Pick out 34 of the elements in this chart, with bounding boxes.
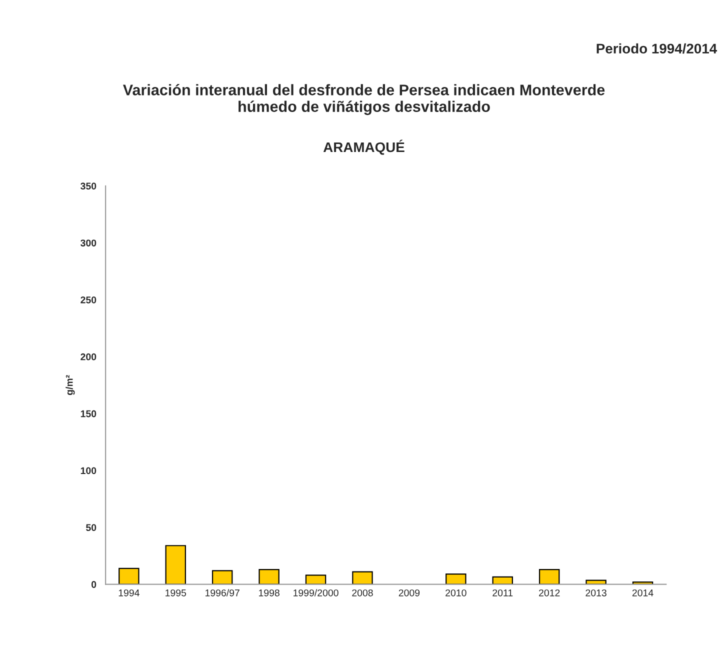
x-tick-label: 2008 (352, 589, 373, 596)
y-tick-label: 0 (92, 581, 96, 588)
x-tick-label: 1995 (166, 589, 186, 596)
y-tick-label: 250 (80, 296, 96, 304)
x-tick-label: 2014 (632, 589, 654, 596)
bar (305, 574, 326, 584)
y-axis-title: g/m² (66, 375, 75, 395)
y-tick-label: 50 (86, 524, 96, 532)
x-tick-label: 2010 (446, 589, 466, 596)
x-tick-label: 2009 (398, 589, 420, 596)
x-tick-label: 2012 (539, 589, 560, 596)
x-tick-label: 2013 (586, 589, 606, 596)
bar (352, 571, 373, 584)
y-tick-label: 200 (80, 353, 96, 360)
bar (586, 580, 606, 584)
x-tick-label: 1999/2000 (294, 589, 338, 596)
x-tick-label: 1998 (258, 589, 280, 596)
text: Periodo 1994/2014 (596, 43, 718, 54)
bar (446, 574, 466, 584)
bar (212, 570, 233, 584)
bar (165, 545, 186, 584)
x-tick-label: 2011 (492, 589, 513, 596)
bar (538, 568, 560, 584)
x-tick-label: 1996/97 (206, 589, 240, 596)
chart-title: Variación interanual del desfronde de Persea indicaen Monteverde húmedo de viñátigos desvitalizado (122, 84, 605, 116)
y-tick-label: 300 (80, 240, 96, 246)
y-tick-label: 350 (80, 182, 96, 190)
bar (118, 568, 140, 584)
y-tick-label: 100 (80, 467, 96, 474)
bar (492, 576, 513, 584)
x-tick-label: 1994 (118, 589, 140, 596)
bar (258, 568, 280, 584)
chart-subtitle: ARAMAQUÉ (323, 140, 404, 155)
y-tick-label: 150 (80, 410, 96, 418)
